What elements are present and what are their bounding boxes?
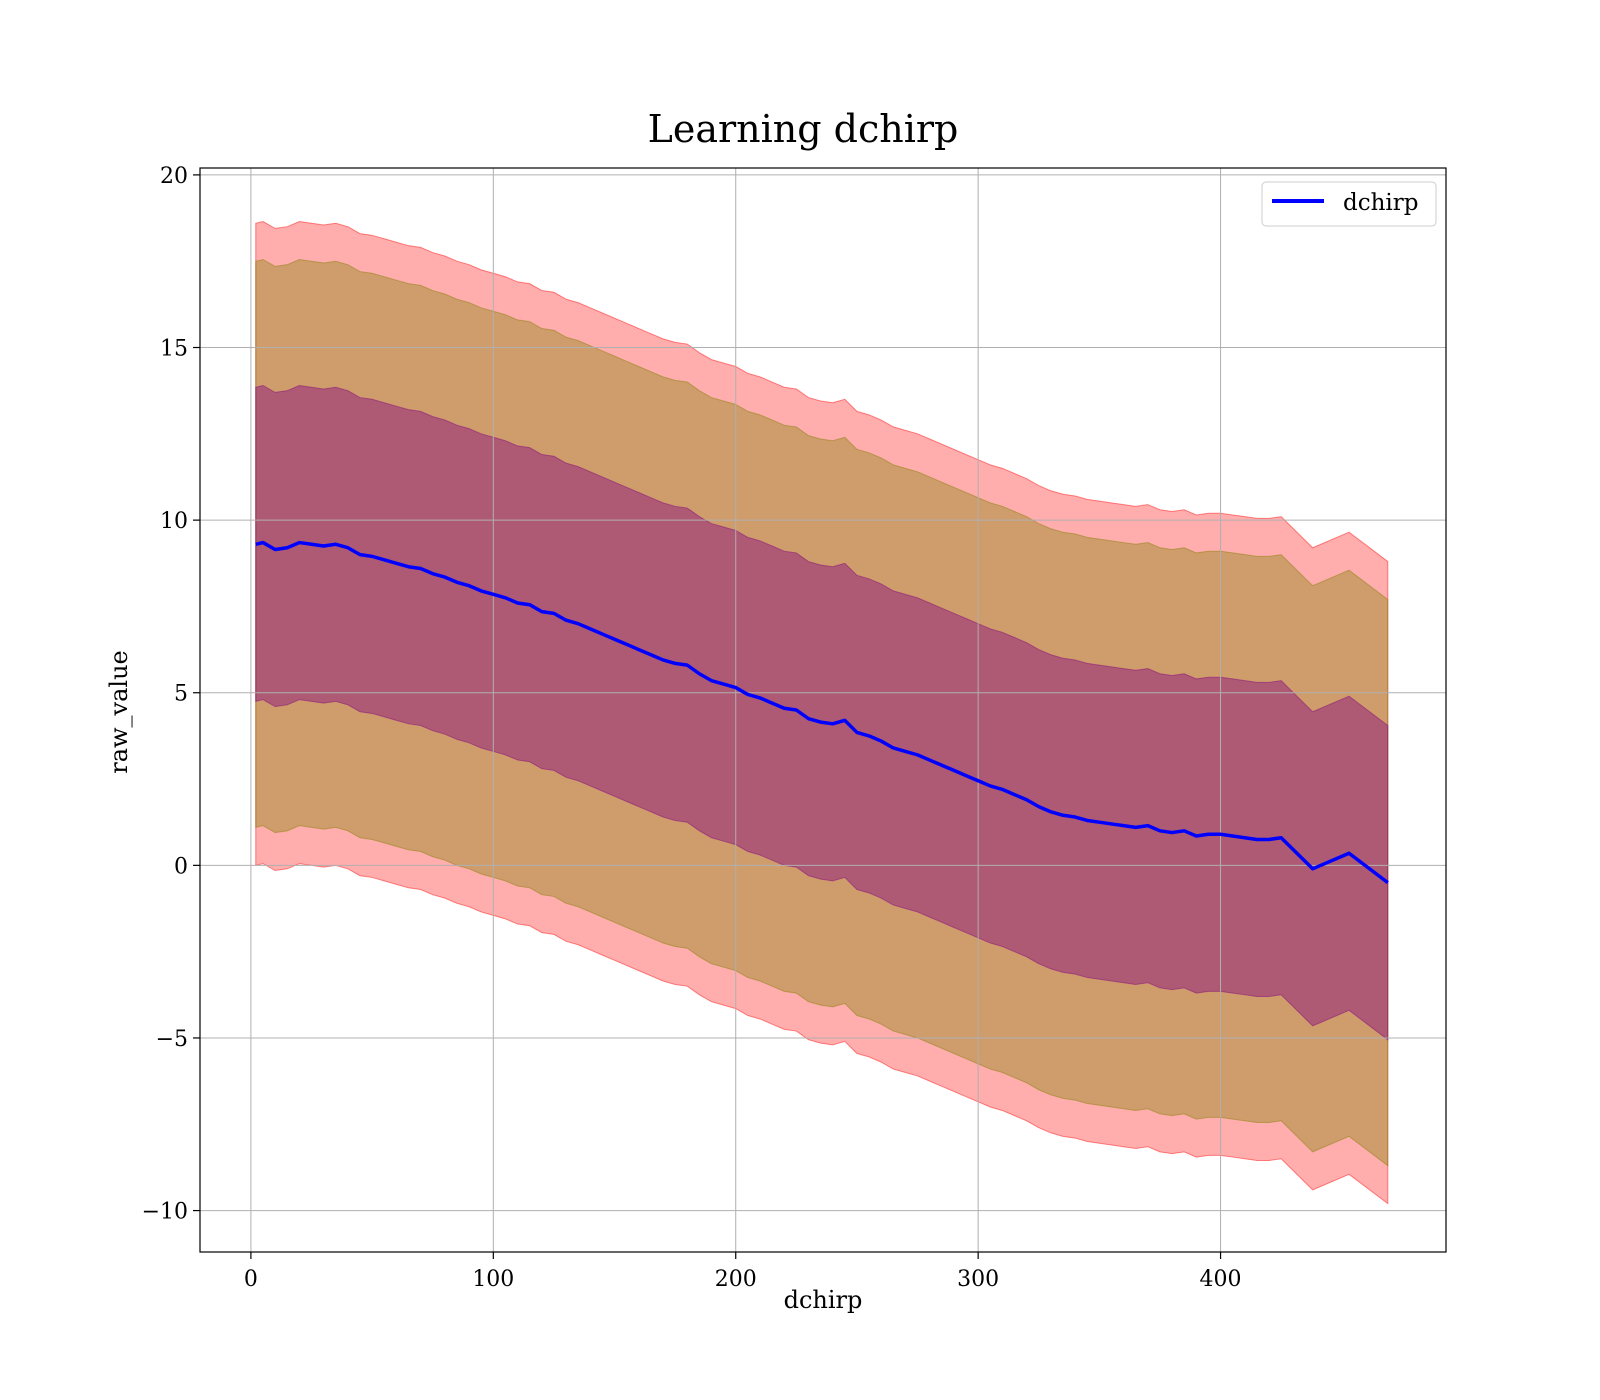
plot-frame [199,167,1447,1253]
series-line-dchirp [255,540,1389,885]
y-tick-label: 5 [174,682,188,707]
legend-box [1261,181,1437,227]
x-tick-label: 300 [957,1267,999,1292]
band-outer [255,220,1389,1205]
grid-lines [200,168,1446,1252]
series-layer [255,540,1389,885]
y-tick-label: −10 [142,1200,188,1225]
legend-label: dchirp [1343,190,1419,216]
y-tick-label: 15 [160,337,188,362]
band-middle [255,258,1389,1167]
chart-title: Learning dchirp [648,107,959,151]
x-tick-label: 100 [472,1267,514,1292]
y-tick-label: 10 [160,509,188,534]
x-tick-label: 0 [244,1267,258,1292]
x-tick-label: 200 [715,1267,757,1292]
legend: dchirp [1261,181,1437,227]
y-tick-label: 0 [174,854,188,879]
y-tick-label: 20 [160,164,188,189]
band-inner [255,384,1389,1041]
y-tick-label: −5 [156,1027,188,1052]
x-axis-ticks: 0 100 200 300 400 [244,1252,1242,1292]
y-axis-label: raw_value [105,650,133,774]
x-tick-label: 400 [1200,1267,1242,1292]
uncertainty-bands [255,220,1389,1205]
y-axis-ticks: −10 −5 0 5 10 15 20 [142,164,200,1225]
x-axis-label: dchirp [784,1286,863,1314]
